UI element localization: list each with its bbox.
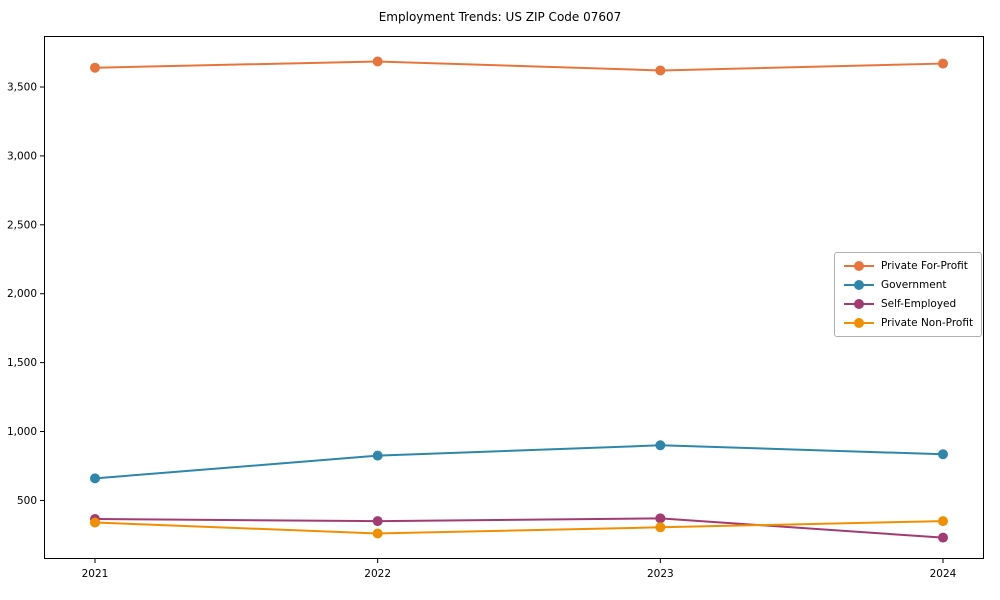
y-tick-label: 500	[17, 495, 37, 507]
series-marker-self-employed	[938, 532, 948, 543]
y-tick-label: 2,500	[7, 219, 37, 231]
legend-label: Government	[881, 279, 947, 291]
legend-item-private-for-profit: Private For-Profit	[844, 260, 972, 272]
series-line-government	[94, 444, 944, 480]
series-marker-government	[655, 440, 666, 451]
legend-item-government: Government	[844, 279, 972, 291]
legend-marker-icon	[844, 261, 874, 271]
series-marker-private-non-profit	[90, 517, 100, 528]
legend-label: Private For-Profit	[881, 260, 968, 272]
x-tick-label: 2022	[364, 568, 391, 580]
series-marker-self-employed	[655, 513, 666, 524]
y-tick-label: 2,000	[7, 288, 37, 300]
y-tick-label: 3,500	[7, 81, 37, 93]
series-marker-private-for-profit	[372, 56, 383, 67]
legend-label: Private Non-Profit	[881, 317, 974, 329]
plot-border	[44, 36, 984, 559]
series-line-private-non-profit	[94, 520, 944, 535]
x-tick-label: 2023	[647, 568, 674, 580]
x-tick-label: 2024	[930, 568, 957, 580]
legend-item-private-non-profit: Private Non-Profit	[844, 317, 974, 329]
legend-marker-icon	[844, 299, 874, 309]
legend: Private For-Profit Government Self-Employe…	[834, 252, 982, 337]
y-tick-label: 1,500	[7, 357, 37, 369]
x-tick-label: 2021	[82, 568, 109, 580]
series-marker-private-non-profit	[655, 522, 666, 533]
legend-item-self-employed: Self-Employed	[844, 298, 972, 310]
legend-marker-icon	[844, 280, 874, 290]
series-line-self-employed	[94, 517, 944, 539]
y-tick-label: 1,000	[7, 426, 37, 438]
legend-label: Self-Employed	[881, 298, 957, 310]
series-marker-government	[938, 449, 948, 460]
series-marker-private-for-profit	[938, 58, 948, 69]
series-marker-self-employed	[372, 516, 383, 527]
series-marker-private-non-profit	[938, 516, 948, 527]
series-marker-private-non-profit	[372, 528, 383, 539]
series-line-private-for-profit	[94, 60, 944, 72]
series-marker-private-for-profit	[90, 62, 100, 73]
series-marker-government	[90, 473, 100, 484]
chart-title: Employment Trends: US ZIP Code 07607	[378, 10, 622, 24]
y-tick-label: 3,000	[7, 150, 37, 162]
legend-marker-icon	[844, 318, 874, 328]
series-marker-government	[372, 450, 383, 461]
series-marker-private-for-profit	[655, 65, 666, 76]
